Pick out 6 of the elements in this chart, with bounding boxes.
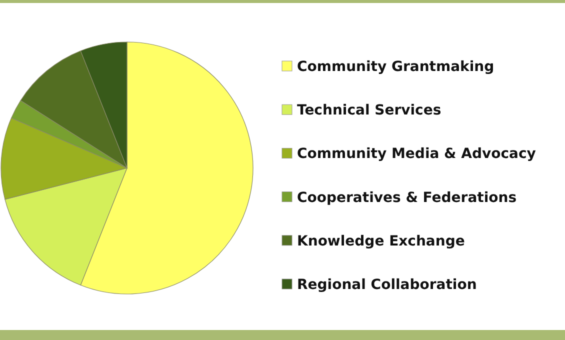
legend-label: Community Grantmaking [297,59,494,75]
legend-label: Regional Collaboration [297,277,477,293]
legend-label: Knowledge Exchange [297,233,465,250]
legend-label: Cooperatives & Federations [297,190,517,206]
legend-label: Technical Services [297,102,442,119]
legend-label: Community Media & Advocacy [297,146,536,162]
